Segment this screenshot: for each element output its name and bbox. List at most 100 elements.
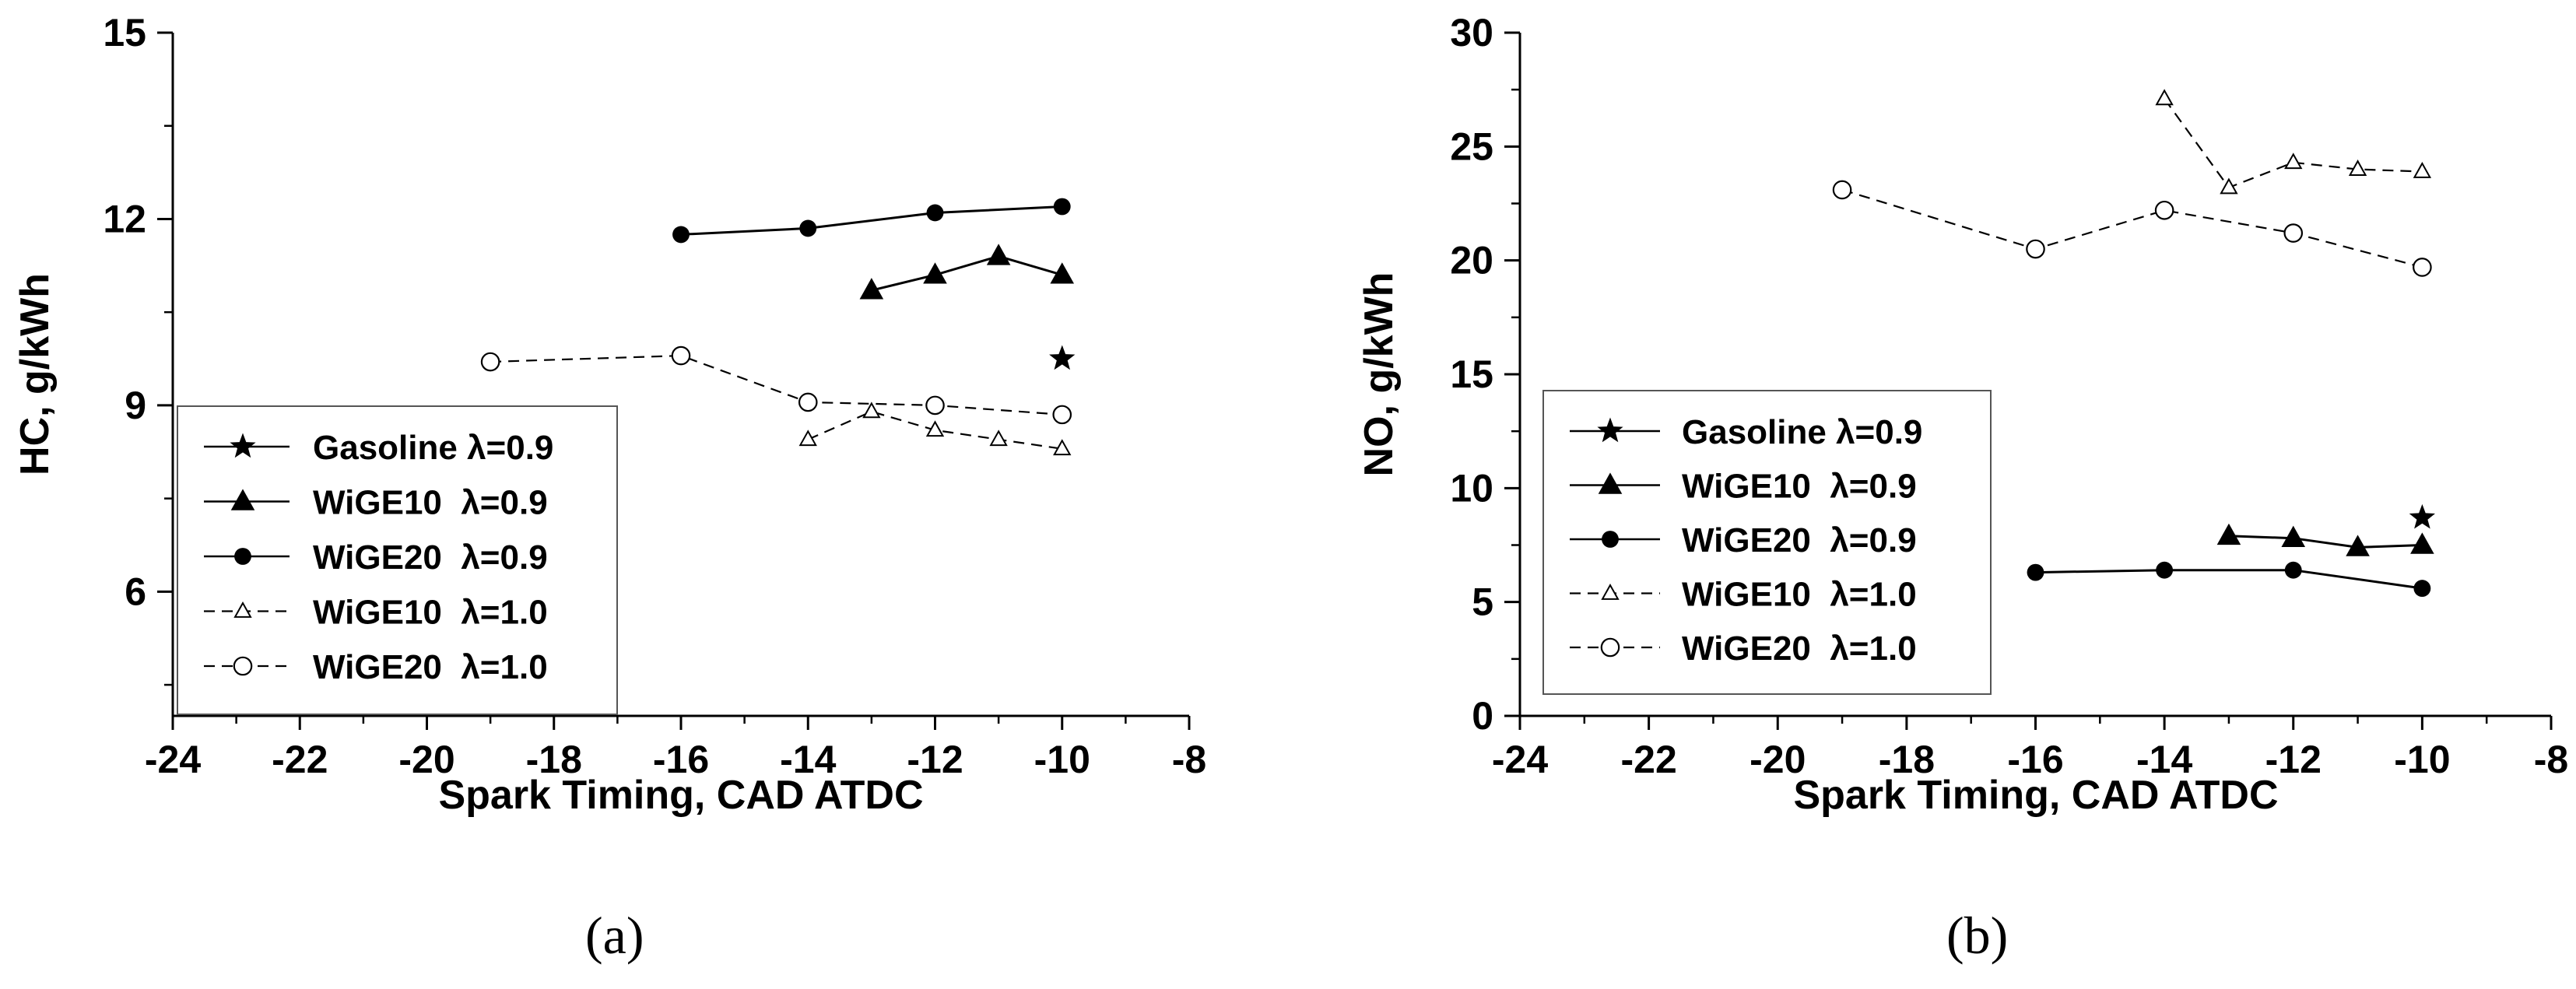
data-point <box>2284 153 2303 170</box>
data-point <box>2284 561 2302 579</box>
data-point <box>2220 177 2238 195</box>
x-tick-label: -24 <box>145 738 201 781</box>
series-line <box>2035 569 2423 590</box>
legend-entry-wige10-lambda-0-9: WiGE10 λ=0.9 <box>313 484 548 522</box>
data-point <box>2155 89 2174 106</box>
legend-entry-wige10-lambda-1-0: WiGE10 λ=1.0 <box>1682 576 1917 614</box>
data-point <box>926 204 944 222</box>
series-line <box>2228 535 2423 549</box>
legend-marker <box>1598 472 1623 494</box>
legend-entry-gasoline-lambda-0-9: Gasoline λ=0.9 <box>313 429 553 467</box>
data-point <box>798 430 817 447</box>
legend-entry-wige10-lambda-1-0: WiGE10 λ=1.0 <box>313 594 548 632</box>
series-wige20-lambda-0-9 <box>2027 561 2431 598</box>
data-point <box>1053 198 1071 216</box>
legend-marker <box>230 489 255 510</box>
data-point <box>2216 523 2241 545</box>
y-tick-label: 6 <box>125 570 146 613</box>
data-point <box>672 226 690 244</box>
y-axis-title: NO, g/kWh <box>1356 272 1402 477</box>
data-point <box>2348 160 2367 176</box>
legend-entry-wige10-lambda-0-9: WiGE10 λ=0.9 <box>1682 468 1917 506</box>
data-point <box>1049 345 1076 370</box>
data-point <box>2154 200 2174 220</box>
series-wige20-lambda-1-0 <box>480 345 1072 425</box>
data-point <box>2027 563 2044 581</box>
x-tick-label: -22 <box>1620 738 1676 781</box>
x-tick-label: -20 <box>1750 738 1806 781</box>
legend-entry-wige20-lambda-0-9: WiGE20 λ=0.9 <box>1682 521 1917 559</box>
data-point <box>923 262 947 284</box>
series-wige10-lambda-1-0 <box>798 402 1072 456</box>
panel-label: (a) <box>585 906 644 965</box>
data-point <box>859 278 884 300</box>
data-point <box>862 402 881 419</box>
y-tick-label: 25 <box>1450 125 1493 168</box>
x-tick-label: -12 <box>907 738 963 781</box>
x-tick-label: -18 <box>526 738 582 781</box>
x-tick-label: -16 <box>2007 738 2063 781</box>
legend-marker <box>1597 417 1623 443</box>
y-tick-label: 9 <box>125 384 146 427</box>
legend: Gasoline λ=0.9 WiGE10 λ=0.9 WiGE20 λ=0.9 Wi… <box>177 405 618 715</box>
legend-marker <box>234 548 251 565</box>
x-tick-label: -14 <box>780 738 836 781</box>
data-point <box>798 392 818 412</box>
series-line <box>871 254 1063 292</box>
legend-marker <box>1600 637 1620 658</box>
data-point <box>2409 503 2435 529</box>
x-tick-label: -16 <box>653 738 709 781</box>
data-point <box>1052 405 1072 425</box>
legend-marker <box>230 433 256 458</box>
x-axis-title: Spark Timing, CAD ATDC <box>438 773 923 818</box>
legend-entry-wige20-lambda-1-0: WiGE20 λ=1.0 <box>313 648 548 686</box>
data-point <box>1832 180 1852 200</box>
data-point <box>799 219 817 237</box>
x-tick-label: -20 <box>398 738 454 781</box>
x-tick-label: -14 <box>2136 738 2192 781</box>
series-gasoline-lambda-0-9 <box>1049 345 1076 370</box>
y-tick-label: 12 <box>103 197 146 240</box>
data-point <box>1050 262 1075 284</box>
legend-marker <box>1602 531 1619 548</box>
x-tick-label: -10 <box>1034 738 1090 781</box>
data-point <box>2156 561 2174 579</box>
legend-entry-wige20-lambda-1-0: WiGE20 λ=1.0 <box>1682 630 1917 668</box>
data-point <box>480 352 500 372</box>
series-wige20-lambda-0-9 <box>672 198 1071 244</box>
data-point <box>2026 239 2045 259</box>
data-point <box>2281 525 2306 547</box>
x-tick-label: -8 <box>1172 738 1206 781</box>
x-tick-label: -22 <box>272 738 328 781</box>
chart-panel-b: -24 -22 -20 -18 -16 -14 -12 -10 -8 0 5 10 15 20 25 30 Sp… <box>1356 11 2568 965</box>
data-point <box>1053 439 1072 456</box>
x-tick-label: -12 <box>2265 738 2322 781</box>
series-line <box>2164 98 2423 189</box>
series-gasoline-lambda-0-9 <box>2409 503 2435 529</box>
data-point <box>2346 535 2370 556</box>
y-tick-label: 10 <box>1450 466 1493 510</box>
y-tick-label: 20 <box>1450 239 1493 282</box>
y-axis-title: HC, g/kWh <box>12 273 58 475</box>
y-tick-label: 30 <box>1450 11 1493 54</box>
data-point <box>925 395 945 416</box>
series-line <box>1841 188 2423 268</box>
series-line <box>680 205 1062 236</box>
x-tick-label: -8 <box>2534 738 2568 781</box>
data-point <box>2413 258 2432 277</box>
x-axis-title: Spark Timing, CAD ATDC <box>1793 773 2278 818</box>
data-point <box>2413 161 2432 178</box>
data-point <box>2413 580 2431 598</box>
legend-marker <box>1601 583 1620 600</box>
panel-label: (b) <box>1946 906 2008 965</box>
series-wige10-lambda-0-9 <box>2216 523 2434 556</box>
legend-marker <box>233 656 253 676</box>
y-tick-label: 5 <box>1472 580 1493 624</box>
series-wige10-lambda-0-9 <box>859 244 1075 300</box>
legend-entry-gasoline-lambda-0-9: Gasoline λ=0.9 <box>1682 413 1922 451</box>
chart-panel-a: -24 -22 -20 -18 -16 -14 -12 -10 -8 6 9 12 15 Spark Ti… <box>12 11 1206 965</box>
data-point <box>671 345 691 366</box>
y-tick-label: 15 <box>1450 352 1493 396</box>
data-point <box>986 244 1011 265</box>
